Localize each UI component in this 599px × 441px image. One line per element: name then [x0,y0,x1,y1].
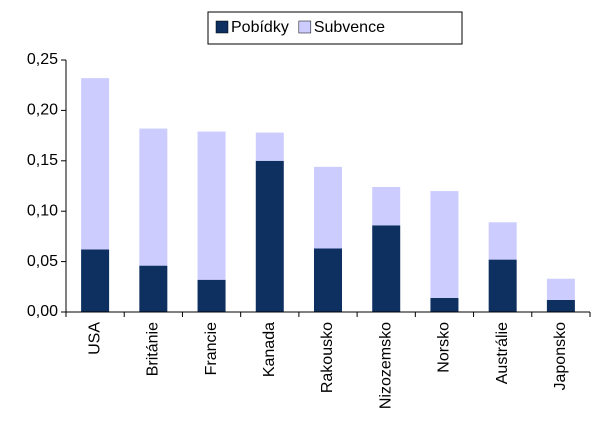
legend: Pobídky Subvence [207,11,463,45]
bar-segment [488,259,517,312]
bar-segment [139,128,168,266]
x-tick-label: Rakousko [319,322,336,393]
bar-segment [546,299,575,312]
x-tick-label: Norsko [436,322,453,373]
legend-swatch [215,20,229,34]
bar-segment [255,160,284,312]
x-tick-label: Nizozemsko [377,322,394,409]
bar-segment [430,191,459,298]
x-tick-label: USA [86,322,103,355]
y-tick-label: 0,20 [27,102,58,119]
bar-segment [372,187,401,226]
y-tick-label: 0,25 [27,51,58,68]
x-tick-label: Japonsko [552,322,569,391]
bar-segment [255,132,284,161]
y-tick-label: 0,10 [27,202,58,219]
x-tick-label: Británie [145,322,162,376]
bar-segment [488,222,517,260]
legend-box [207,11,463,45]
x-tick-label: Kanada [261,322,278,377]
bar-segment [372,225,401,312]
legend-label: Subvence [314,19,385,36]
bar-segment [81,78,110,250]
bar-segment [81,249,110,312]
bar-segment [314,248,342,312]
legend-label: Pobídky [231,19,289,36]
y-tick-label: 0,15 [27,152,58,169]
legend-swatch [298,20,312,34]
y-tick-label: 0,00 [27,303,58,320]
bar-segment [314,166,342,249]
x-tick-label: Austrálie [494,322,511,384]
bar-segment [197,279,226,312]
bar-segment [139,265,168,312]
bar-segment [197,131,226,280]
x-tick-label: Francie [203,322,220,375]
y-tick-label: 0,05 [27,253,58,270]
bar-segment [430,297,459,312]
bar-segment [546,278,575,300]
